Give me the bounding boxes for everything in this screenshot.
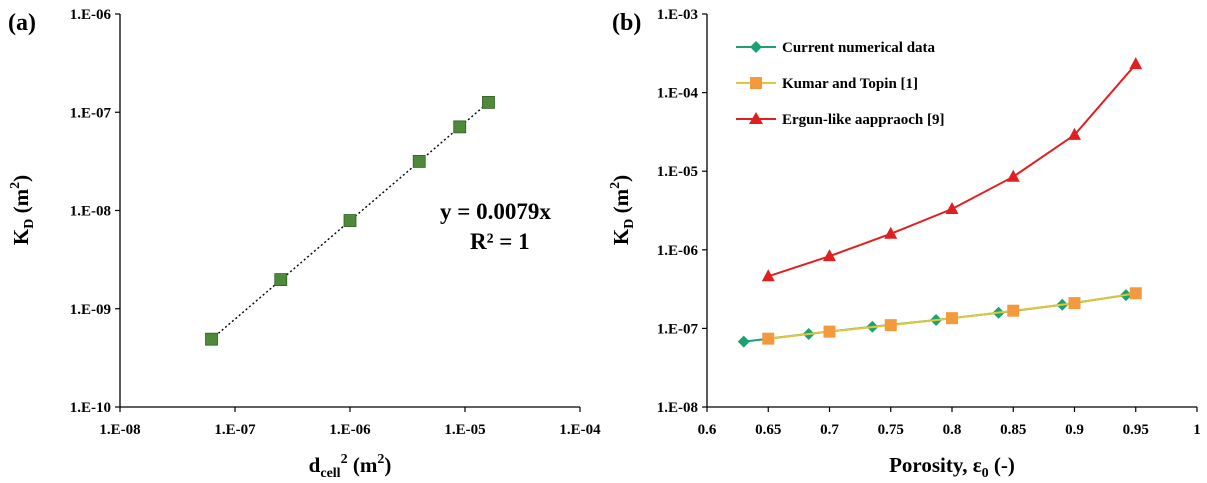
y-tick-label: 1.E-05 [657,164,698,180]
trendline-r-squared: R² = 1 [470,229,530,254]
data-point [884,226,898,239]
legend-label-ergun: Ergun-like aappraoch [9] [782,112,945,128]
x-tick-label: 0.9 [1065,422,1084,438]
trendline-equation: y = 0.0079x [440,199,551,224]
y-tick-label: 1.E-03 [657,7,698,23]
data-point [823,325,836,338]
y-tick-label: 1.E-04 [657,86,699,102]
data-point [1068,297,1081,310]
data-point [1129,57,1143,70]
x-tick-label: 1.E-07 [214,422,256,438]
data-point [274,273,288,287]
x-tick-label: 0.6 [698,422,717,438]
legend-item-current: Current numerical data [736,40,936,56]
data-point [762,332,775,345]
x-tick-label: 1.E-05 [444,422,485,438]
y-tick-label: 1.E-08 [70,204,111,220]
legend-square-marker [750,77,762,89]
panel-a-y-ticks: 1.E-10 1.E-09 1.E-08 1.E-07 1.E-06 [70,7,120,416]
panel-b-series [737,57,1143,348]
data-point [1007,304,1020,317]
y-tick-label: 1.E-10 [70,400,111,416]
panel-b-x-ticks: 0.6 0.65 0.7 0.75 0.8 0.85 0.9 0.95 1 [698,407,1201,438]
data-point [205,332,218,346]
series-2 [761,57,1143,282]
legend-triangle-marker [749,112,763,124]
panel-a-label: (a) [8,10,36,36]
series-line [767,63,1137,278]
data-point [823,249,836,262]
data-point [1006,169,1020,182]
data-point [412,155,426,168]
data-point [453,120,467,134]
data-point [761,269,775,282]
data-point [737,335,750,348]
panel-b-legend: Current numerical data Kumar and Topin [… [736,40,945,128]
series-1 [762,287,1142,345]
x-tick-label: 1.E-06 [329,422,371,438]
data-point [343,214,357,227]
x-tick-label: 1 [1193,422,1201,438]
data-point [945,202,959,215]
y-tick-label: 1.E-06 [657,243,699,259]
legend-item-kumar: Kumar and Topin [1] [736,76,918,92]
svg-text:KD (m2): KD (m2) [608,175,637,245]
y-tick-label: 1.E-07 [70,105,112,121]
legend-diamond-marker [750,41,762,53]
x-tick-label: 0.75 [878,422,904,438]
x-tick-label: 0.8 [943,422,962,438]
data-point [1129,287,1142,300]
y-tick-label: 1.E-07 [657,321,699,337]
panel-a-x-title: dcell2 (m2) [309,452,392,481]
y-tick-label: 1.E-06 [70,7,112,23]
data-point [946,312,958,325]
panel-a-points [205,95,495,346]
x-tick-label: 0.85 [1000,422,1026,438]
y-tick-label: 1.E-08 [657,400,698,416]
legend-item-ergun: Ergun-like aappraoch [9] [736,112,945,128]
y-tick-label: 1.E-09 [70,302,111,318]
x-tick-label: 0.65 [755,422,781,438]
svg-text:KD (m2): KD (m2) [8,175,37,245]
x-tick-label: 1.E-08 [99,422,140,438]
panel-b: (b) 1.E-08 1.E-07 1.E-06 1.E-05 1.E-04 1.E-03… [608,7,1201,481]
panel-a-y-title: KD (m2) [8,175,37,245]
panel-b-label: (b) [612,10,641,36]
x-tick-label: 0.95 [1123,422,1149,438]
panel-b-y-ticks: 1.E-08 1.E-07 1.E-06 1.E-05 1.E-04 1.E-03 [657,7,707,416]
panel-a-x-ticks: 1.E-08 1.E-07 1.E-06 1.E-05 1.E-04 [99,407,601,438]
panel-b-y-title: KD (m2) [608,175,637,245]
legend-label-current: Current numerical data [782,40,936,56]
x-tick-label: 0.7 [820,422,839,438]
data-point [884,319,897,332]
legend-label-kumar: Kumar and Topin [1] [782,76,918,92]
panel-a: (a) 1.E-10 1.E-09 1.E-08 1.E-07 1.E-06 1.E-0… [8,7,601,481]
data-point [1068,127,1081,140]
panel-b-x-title: Porosity, ε0 (-) [889,453,1015,481]
x-tick-label: 1.E-04 [559,422,601,438]
data-point [482,95,495,109]
